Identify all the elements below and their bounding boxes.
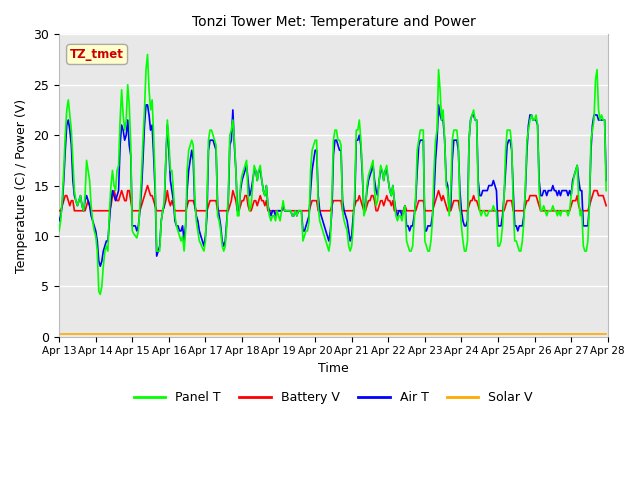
X-axis label: Time: Time bbox=[318, 362, 349, 375]
Title: Tonzi Tower Met: Temperature and Power: Tonzi Tower Met: Temperature and Power bbox=[191, 15, 476, 29]
Legend: Panel T, Battery V, Air T, Solar V: Panel T, Battery V, Air T, Solar V bbox=[129, 386, 538, 409]
Y-axis label: Temperature (C) / Power (V): Temperature (C) / Power (V) bbox=[15, 98, 28, 273]
Text: TZ_tmet: TZ_tmet bbox=[70, 48, 124, 61]
